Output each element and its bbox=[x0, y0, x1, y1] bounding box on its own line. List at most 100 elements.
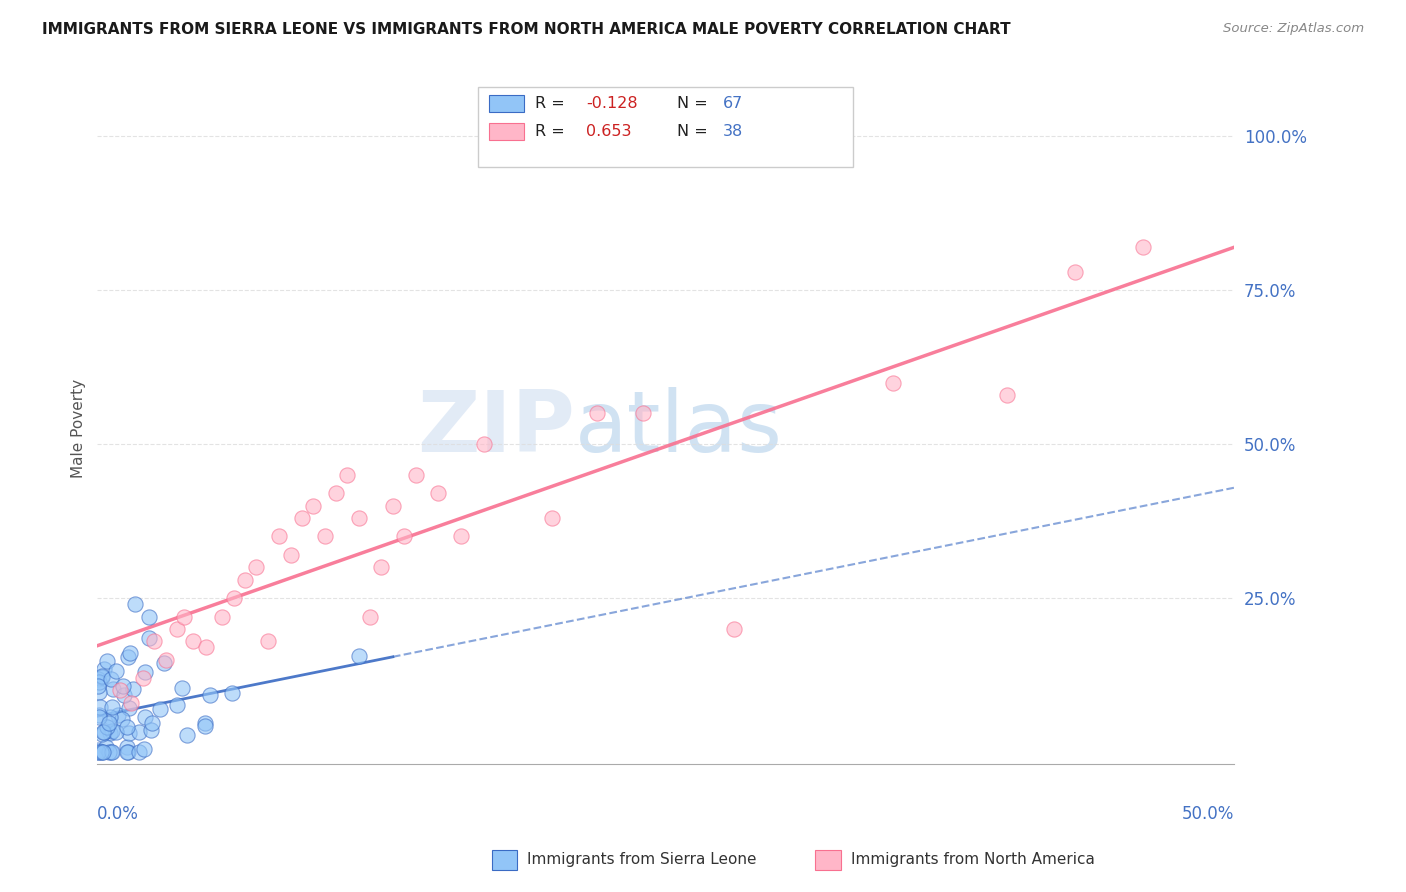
Point bbox=[118, 700, 141, 714]
Point bbox=[194, 715, 217, 730]
Point bbox=[143, 634, 166, 648]
Point bbox=[104, 664, 127, 678]
Point bbox=[141, 723, 163, 737]
Point bbox=[149, 702, 172, 716]
Point bbox=[181, 634, 204, 648]
Point bbox=[314, 529, 336, 543]
Point bbox=[117, 650, 139, 665]
Point bbox=[166, 622, 188, 636]
Point bbox=[221, 686, 243, 700]
Point bbox=[91, 668, 114, 682]
Point bbox=[291, 511, 314, 525]
Point bbox=[87, 679, 110, 693]
Point bbox=[631, 406, 654, 420]
Point bbox=[1063, 265, 1085, 279]
Point bbox=[97, 715, 120, 730]
Text: 67: 67 bbox=[723, 95, 742, 111]
Point bbox=[541, 511, 564, 525]
Point bbox=[336, 467, 359, 482]
Text: Source: ZipAtlas.com: Source: ZipAtlas.com bbox=[1223, 22, 1364, 36]
Point bbox=[124, 597, 146, 611]
Point bbox=[381, 499, 404, 513]
Point bbox=[108, 683, 131, 698]
Text: R =: R = bbox=[534, 124, 569, 139]
Text: 50.0%: 50.0% bbox=[1181, 805, 1234, 822]
Point bbox=[325, 486, 347, 500]
Point bbox=[100, 745, 122, 759]
FancyBboxPatch shape bbox=[478, 87, 853, 167]
Point bbox=[100, 672, 122, 686]
Point bbox=[269, 529, 291, 543]
Point bbox=[211, 609, 233, 624]
Text: N =: N = bbox=[678, 95, 713, 111]
Point bbox=[359, 609, 381, 624]
Point bbox=[134, 710, 156, 724]
Y-axis label: Male Poverty: Male Poverty bbox=[72, 379, 86, 478]
Point bbox=[392, 529, 415, 543]
Point bbox=[233, 573, 256, 587]
Point bbox=[93, 663, 115, 677]
Point bbox=[98, 726, 121, 740]
Text: Immigrants from Sierra Leone: Immigrants from Sierra Leone bbox=[527, 853, 756, 867]
Point bbox=[155, 652, 177, 666]
Point bbox=[450, 529, 472, 543]
Point bbox=[128, 745, 150, 759]
Point bbox=[87, 673, 110, 687]
Point bbox=[107, 708, 129, 723]
Point bbox=[87, 710, 110, 724]
Point bbox=[94, 740, 117, 755]
Text: atlas: atlas bbox=[575, 387, 783, 470]
Point bbox=[117, 740, 139, 755]
Point bbox=[138, 632, 160, 646]
Point bbox=[118, 725, 141, 739]
Point bbox=[111, 679, 134, 693]
Point bbox=[91, 725, 114, 739]
Point bbox=[112, 688, 135, 702]
Point bbox=[176, 728, 198, 742]
Point bbox=[302, 499, 325, 513]
Point bbox=[195, 640, 218, 655]
Point bbox=[101, 724, 124, 739]
Point bbox=[111, 712, 134, 726]
Point bbox=[89, 685, 111, 699]
Point bbox=[280, 548, 302, 562]
Text: R =: R = bbox=[534, 95, 569, 111]
Point bbox=[347, 648, 370, 663]
Point bbox=[91, 745, 114, 759]
Point bbox=[90, 670, 112, 684]
Point bbox=[122, 681, 145, 696]
Point bbox=[723, 622, 745, 636]
Point bbox=[134, 665, 156, 679]
Point bbox=[1132, 240, 1154, 254]
Text: Immigrants from North America: Immigrants from North America bbox=[851, 853, 1094, 867]
Text: ZIP: ZIP bbox=[418, 387, 575, 470]
Point bbox=[96, 720, 118, 734]
Point bbox=[370, 560, 392, 574]
Text: 0.653: 0.653 bbox=[586, 124, 631, 139]
Point bbox=[138, 609, 160, 624]
Text: 38: 38 bbox=[723, 124, 742, 139]
Point bbox=[89, 708, 111, 723]
Point bbox=[96, 654, 118, 668]
Point bbox=[132, 671, 155, 685]
Point bbox=[128, 724, 150, 739]
Point bbox=[427, 486, 450, 500]
Point bbox=[134, 742, 156, 756]
Point bbox=[172, 681, 194, 695]
Point bbox=[995, 388, 1018, 402]
Point bbox=[105, 724, 128, 739]
Point bbox=[115, 745, 138, 759]
Point bbox=[89, 699, 111, 714]
Point bbox=[245, 560, 267, 574]
Point bbox=[173, 609, 195, 624]
Text: N =: N = bbox=[678, 124, 713, 139]
Point bbox=[100, 699, 122, 714]
Point bbox=[166, 698, 188, 713]
Point bbox=[141, 715, 163, 730]
Point bbox=[90, 727, 112, 741]
Text: -0.128: -0.128 bbox=[586, 95, 638, 111]
Point bbox=[120, 646, 142, 660]
Point bbox=[194, 719, 217, 733]
Point bbox=[101, 745, 124, 759]
Point bbox=[98, 710, 121, 724]
